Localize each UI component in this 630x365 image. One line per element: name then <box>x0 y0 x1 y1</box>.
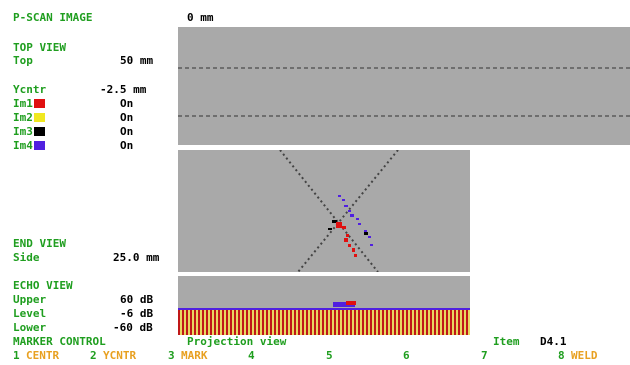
param-label: Upper <box>13 294 46 306</box>
key-number[interactable]: 1 <box>13 350 20 362</box>
screen: { "header": {"title": "P-SCAN IMAGE", "p… <box>0 0 630 365</box>
param-label: Level <box>13 308 46 320</box>
section-title: TOP VIEW <box>13 42 66 54</box>
param-label: Side <box>13 252 40 264</box>
param-label: Ycntr <box>13 84 46 96</box>
param-label: Top <box>13 55 33 67</box>
image-label: Im3 <box>13 126 33 138</box>
position: 0 mm <box>187 12 214 24</box>
section-title: ECHO VIEW <box>13 280 73 292</box>
weld-edge <box>280 150 378 272</box>
image-state: On <box>120 112 133 124</box>
image-color <box>34 99 45 108</box>
param-label: Lower <box>13 322 46 334</box>
image-label: Im4 <box>13 140 33 152</box>
image-color <box>34 141 45 150</box>
key-number[interactable]: 7 <box>481 350 488 362</box>
echo-view <box>178 276 470 335</box>
image-label: Im2 <box>13 112 33 124</box>
key-label[interactable]: WELD <box>571 350 598 362</box>
key-number[interactable]: 4 <box>248 350 255 362</box>
end-view <box>178 150 470 272</box>
title: P-SCAN IMAGE <box>13 12 92 24</box>
section-title: END VIEW <box>13 238 66 250</box>
param-value: 25.0 mm <box>113 252 159 264</box>
image-state: On <box>120 140 133 152</box>
key-label[interactable]: YCNTR <box>103 350 136 362</box>
item-label: Item <box>493 336 520 348</box>
key-number[interactable]: 8 <box>558 350 565 362</box>
param-value: -6 dB <box>120 308 153 320</box>
top-view <box>178 27 630 145</box>
param-value: -2.5 mm <box>100 84 146 96</box>
top-view-lines <box>178 27 630 145</box>
key-number[interactable]: 5 <box>326 350 333 362</box>
end-view-image <box>178 150 470 272</box>
param-value: 60 dB <box>120 294 153 306</box>
image-color <box>34 113 45 122</box>
image-label: Im1 <box>13 98 33 110</box>
key-number[interactable]: 2 <box>90 350 97 362</box>
image-color <box>34 127 45 136</box>
indications <box>328 195 373 257</box>
param-value: -60 dB <box>113 322 153 334</box>
image-state: On <box>120 98 133 110</box>
mode: MARKER CONTROL <box>13 336 106 348</box>
view: Projection view <box>187 336 286 348</box>
param-value: 50 mm <box>120 55 153 67</box>
item: D4.1 <box>540 336 567 348</box>
image-state: On <box>120 126 133 138</box>
echo-peak <box>178 276 470 335</box>
key-number[interactable]: 6 <box>403 350 410 362</box>
key-label[interactable]: CENTR <box>26 350 59 362</box>
key-number[interactable]: 3 <box>168 350 175 362</box>
key-label[interactable]: MARK <box>181 350 208 362</box>
